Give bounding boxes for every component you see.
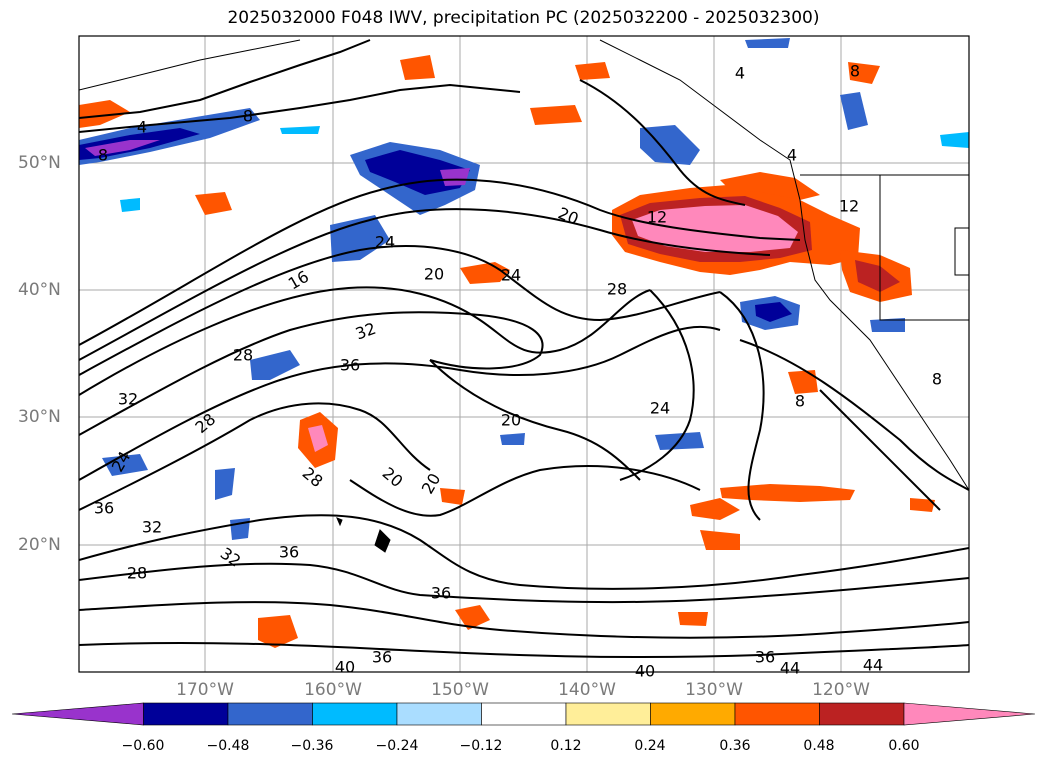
- colorbar-tick: 0.48: [803, 738, 835, 754]
- contour-label: 20: [424, 265, 444, 284]
- lon-label-160W: 160°W: [304, 680, 362, 700]
- colorbar-cell: [565, 702, 651, 726]
- lon-label-150W: 150°W: [431, 680, 489, 700]
- lon-label-120W: 120°W: [812, 680, 870, 700]
- contour-label: 36: [372, 648, 392, 667]
- contour-label: 8: [850, 62, 860, 81]
- colorbar-tick: 0.12: [550, 738, 582, 754]
- contour-label: 44: [780, 659, 800, 678]
- colorbar-tick: −0.48: [206, 738, 250, 754]
- colorbar-extend-left: [11, 702, 144, 726]
- colorbar-tick: −0.60: [121, 738, 165, 754]
- contour-label: 40: [335, 658, 355, 677]
- colorbar-tick: −0.24: [375, 738, 419, 754]
- contour-label: 8: [795, 392, 805, 411]
- lat-label-40N: 40°N: [18, 280, 61, 300]
- colorbar-tick: −0.12: [459, 738, 503, 754]
- colorbar-tick: 0.24: [634, 738, 666, 754]
- contour-label: 28: [127, 564, 147, 583]
- contour-label: 32: [142, 518, 162, 537]
- lat-label-20N: 20°N: [18, 535, 61, 555]
- contour-label: 8: [98, 146, 108, 165]
- coastlines: [79, 39, 969, 553]
- contour-label: 4: [735, 64, 745, 83]
- lon-label-140W: 140°W: [558, 680, 616, 700]
- contour-label: 36: [340, 356, 360, 375]
- contour-label: 36: [279, 543, 299, 562]
- lat-label-30N: 30°N: [18, 407, 61, 427]
- colorbar-cell: [481, 702, 567, 726]
- contour-label: 24: [375, 233, 395, 252]
- contour-label: 4: [137, 118, 147, 137]
- colorbar-tick: 0.60: [888, 738, 920, 754]
- contour-label: 36: [431, 584, 451, 603]
- contour-label: 12: [647, 208, 667, 227]
- colorbar-cell: [396, 702, 482, 726]
- contour-label: 20: [501, 411, 521, 430]
- contour-label: 28: [233, 346, 253, 365]
- contour-label: 4: [787, 146, 797, 165]
- colorbar: [11, 702, 1036, 726]
- contour-label: 36: [755, 648, 775, 667]
- colorbar-cell: [734, 702, 820, 726]
- iwv-contours: [79, 39, 969, 659]
- contour-label: 32: [118, 390, 138, 409]
- colorbar-cell: [650, 702, 736, 726]
- contour-label: 8: [243, 107, 253, 126]
- contour-label: 24: [501, 266, 521, 285]
- colorbar-cell: [312, 702, 398, 726]
- contour-label: 24: [650, 399, 670, 418]
- colorbar-tick: 0.36: [719, 738, 751, 754]
- colorbar-cell: [819, 702, 905, 726]
- lon-label-170W: 170°W: [176, 680, 234, 700]
- contour-label: 12: [839, 197, 859, 216]
- contour-label: 8: [932, 370, 942, 389]
- contour-label: 44: [863, 656, 883, 675]
- colorbar-tick: −0.36: [290, 738, 334, 754]
- lon-label-130W: 130°W: [685, 680, 743, 700]
- colorbar-cell: [227, 702, 313, 726]
- lat-label-50N: 50°N: [18, 153, 61, 173]
- contour-label: 28: [607, 280, 627, 299]
- contour-label: 40: [635, 662, 655, 681]
- colorbar-extend-right: [903, 702, 1036, 726]
- contour-label: 36: [94, 499, 114, 518]
- colorbar-cell: [143, 702, 229, 726]
- map-title: 2025032000 F048 IWV, precipitation PC (2…: [227, 8, 820, 28]
